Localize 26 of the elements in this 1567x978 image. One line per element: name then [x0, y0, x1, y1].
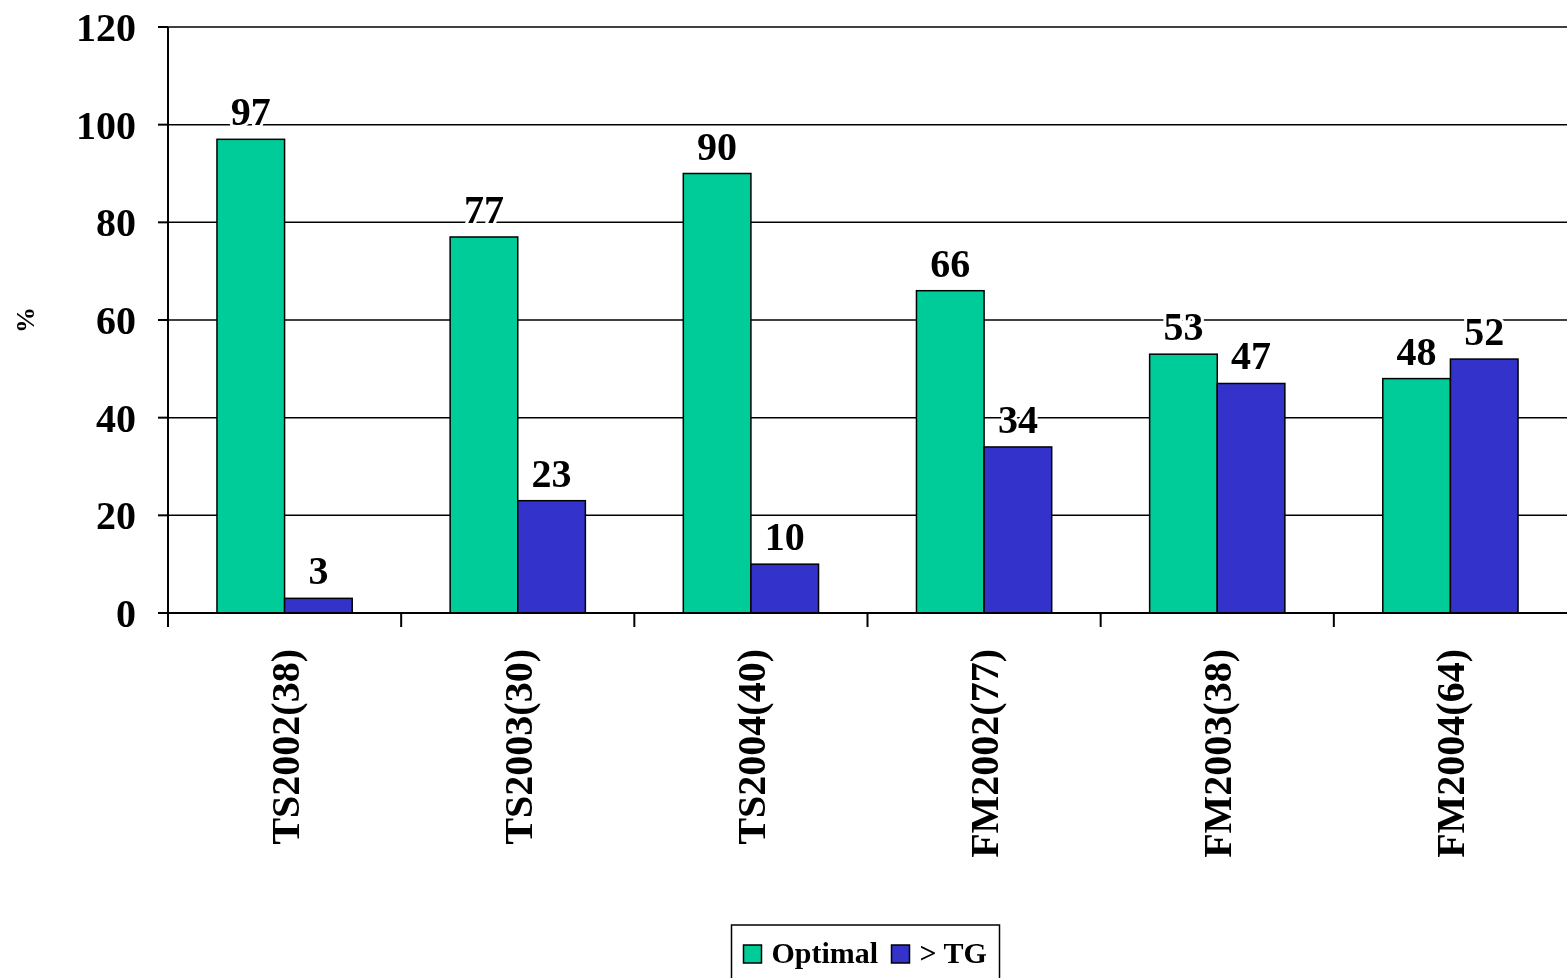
data-label: 3 [308, 548, 329, 594]
legend-label: Optimal [771, 936, 879, 969]
y-tick-label: 0 [116, 591, 136, 636]
y-tick-label: 120 [76, 5, 136, 50]
x-tick-label: FM2004(64) [1428, 649, 1474, 858]
data-label: 90 [697, 123, 738, 169]
x-tick-label: TS2002(38) [262, 649, 308, 845]
data-label: 52 [1464, 309, 1505, 355]
y-tick-label: 40 [96, 395, 136, 441]
x-tick-label: FM2003(38) [1195, 649, 1241, 858]
data-label: 48 [1396, 328, 1437, 374]
data-label: 77 [463, 186, 504, 232]
data-label: 10 [764, 514, 805, 560]
y-axis-title: % [11, 307, 40, 333]
data-label: 66 [930, 240, 971, 286]
y-tick-label: 60 [96, 298, 136, 343]
data-label: 23 [531, 450, 572, 496]
x-tick-label: TS2004(40) [728, 649, 774, 845]
data-label: 97 [230, 89, 271, 135]
y-tick-label: 20 [96, 493, 136, 539]
y-tick-label: 100 [76, 102, 136, 148]
x-tick-label: FM2002(77) [962, 649, 1008, 858]
data-label: 47 [1231, 333, 1272, 379]
y-tick-label: 80 [96, 200, 136, 246]
legend-label: > TG [919, 936, 987, 969]
x-tick-label: TS2003(30) [495, 649, 541, 845]
